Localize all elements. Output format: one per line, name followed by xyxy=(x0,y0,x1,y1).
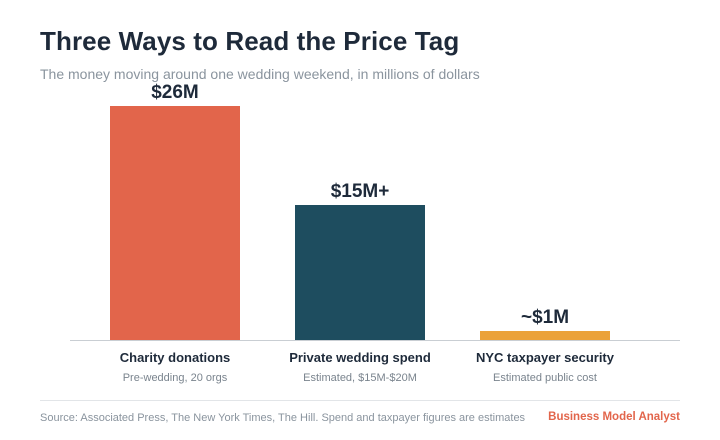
category-label-1: Charity donations xyxy=(120,350,231,365)
bar-2 xyxy=(295,205,425,340)
category-sublabel-2: Estimated, $15M-$20M xyxy=(303,372,417,384)
category-sublabel-1: Pre-wedding, 20 orgs xyxy=(123,372,228,384)
category-label-2: Private wedding spend xyxy=(289,350,431,365)
brand-credit: Business Model Analyst xyxy=(548,411,680,423)
footer: Source: Associated Press, The New York T… xyxy=(40,400,680,431)
source-note: Source: Associated Press, The New York T… xyxy=(40,412,526,424)
chart-subtitle: The money moving around one wedding week… xyxy=(40,66,480,82)
category-sublabel-3: Estimated public cost xyxy=(493,372,597,384)
data-label-3: ~$1M xyxy=(521,307,569,328)
bar-1 xyxy=(110,106,240,340)
bar-3 xyxy=(480,331,610,340)
chart-title: Three Ways to Read the Price Tag xyxy=(40,26,460,56)
data-label-2: $15M+ xyxy=(331,181,390,202)
data-label-1: $26M xyxy=(151,82,199,103)
category-label-3: NYC taxpayer security xyxy=(476,350,615,365)
